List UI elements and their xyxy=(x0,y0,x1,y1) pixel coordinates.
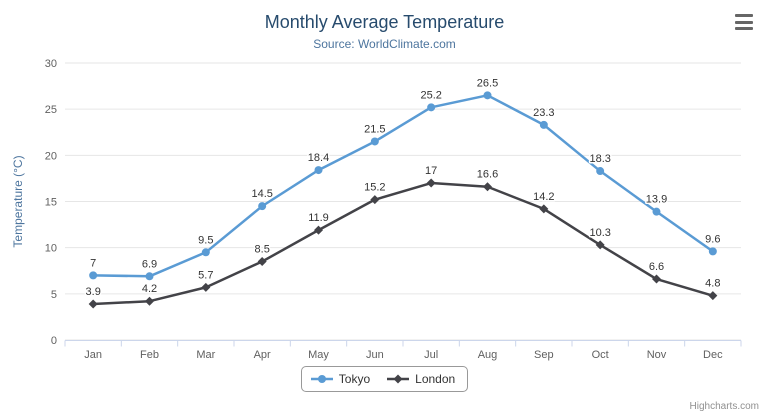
data-point-tokyo[interactable] xyxy=(370,137,379,146)
data-point-london[interactable] xyxy=(201,282,211,292)
data-label-london: 16.6 xyxy=(477,169,498,181)
context-menu-button[interactable] xyxy=(731,12,757,32)
data-label-london: 5.7 xyxy=(198,269,213,281)
legend-box: Tokyo London xyxy=(300,366,469,392)
x-axis-label: Oct xyxy=(592,349,609,361)
hamburger-icon xyxy=(735,27,753,30)
credits-link[interactable]: Highcharts.com xyxy=(689,401,759,412)
legend-marker-symbol[interactable] xyxy=(393,374,403,384)
x-axis-label: Aug xyxy=(478,349,498,361)
x-axis-label: Nov xyxy=(647,349,667,361)
data-label-london: 4.2 xyxy=(142,283,157,295)
data-label-london: 17 xyxy=(425,165,437,177)
y-axis-label: 20 xyxy=(45,150,57,162)
x-axis-label: Dec xyxy=(703,349,723,361)
y-axis-label: 5 xyxy=(51,289,57,301)
data-point-tokyo[interactable] xyxy=(314,166,323,175)
y-axis-label: 30 xyxy=(45,58,57,70)
x-axis-label: Jan xyxy=(84,349,102,361)
chart-subtitle: Source: WorldClimate.com xyxy=(313,37,456,51)
data-point-tokyo[interactable] xyxy=(427,103,436,112)
y-axis-label: 10 xyxy=(45,243,57,255)
hamburger-icon xyxy=(735,14,753,17)
data-label-tokyo: 25.2 xyxy=(420,89,441,101)
chart-title: Monthly Average Temperature xyxy=(264,12,505,32)
data-label-london: 6.6 xyxy=(649,261,664,273)
x-axis-label: Jul xyxy=(424,349,438,361)
data-point-london[interactable] xyxy=(652,274,661,284)
data-point-london[interactable] xyxy=(595,240,605,250)
legend-label-tokyo: Tokyo xyxy=(338,372,371,386)
data-point-london[interactable] xyxy=(426,178,436,188)
y-axis-label: 0 xyxy=(51,335,57,347)
data-label-tokyo: 23.3 xyxy=(533,107,554,119)
data-point-tokyo[interactable] xyxy=(596,167,605,176)
data-label-tokyo: 9.5 xyxy=(198,234,213,246)
hamburger-icon xyxy=(735,20,753,24)
data-point-tokyo[interactable] xyxy=(483,91,492,100)
data-point-london[interactable] xyxy=(145,296,154,306)
data-label-tokyo: 21.5 xyxy=(364,123,385,135)
data-label-tokyo: 18.4 xyxy=(308,152,329,164)
data-point-tokyo[interactable] xyxy=(145,272,154,281)
x-axis-label: May xyxy=(308,349,329,361)
x-axis-label: Feb xyxy=(140,349,159,361)
data-label-tokyo: 7 xyxy=(90,257,96,269)
x-axis-label: Jun xyxy=(366,349,384,361)
london-series-marker-icon xyxy=(387,374,410,384)
data-label-tokyo: 26.5 xyxy=(477,77,498,89)
data-point-tokyo[interactable] xyxy=(201,248,210,257)
data-point-tokyo[interactable] xyxy=(539,120,548,129)
series-line-london[interactable] xyxy=(91,181,715,306)
legend-label-london: London xyxy=(415,372,456,386)
data-label-tokyo: 13.9 xyxy=(646,194,667,206)
x-axis-label: Mar xyxy=(196,349,215,361)
legend-marker-symbol[interactable] xyxy=(317,375,326,383)
data-label-tokyo: 14.5 xyxy=(251,188,272,200)
data-label-london: 3.9 xyxy=(86,286,101,298)
data-point-london[interactable] xyxy=(257,257,267,267)
data-point-london[interactable] xyxy=(483,182,492,192)
data-point-london[interactable] xyxy=(370,195,380,205)
x-axis-label: Apr xyxy=(254,349,271,361)
data-point-london[interactable] xyxy=(88,299,98,309)
tokyo-series-marker-icon xyxy=(310,375,333,383)
y-axis-label: 25 xyxy=(45,104,57,116)
data-label-london: 15.2 xyxy=(364,182,385,194)
data-point-tokyo[interactable] xyxy=(708,247,717,256)
legend-item-tokyo[interactable]: Tokyo xyxy=(310,372,370,386)
legend-item-london[interactable]: London xyxy=(386,372,455,386)
data-label-london: 8.5 xyxy=(255,244,270,256)
data-label-tokyo: 18.3 xyxy=(589,153,610,165)
data-point-london[interactable] xyxy=(708,291,718,301)
data-point-london[interactable] xyxy=(314,225,323,235)
data-point-tokyo[interactable] xyxy=(89,271,98,280)
data-label-london: 10.3 xyxy=(589,227,610,239)
series-line-tokyo[interactable] xyxy=(91,94,715,278)
data-label-london: 11.9 xyxy=(308,212,329,224)
data-label-tokyo: 9.6 xyxy=(705,233,720,245)
y-axis-title: Temperature (°C) xyxy=(11,155,25,247)
legend: Tokyo London xyxy=(0,366,769,392)
data-label-tokyo: 6.9 xyxy=(142,258,157,270)
data-point-london[interactable] xyxy=(539,204,549,214)
x-axis-label: Sep xyxy=(534,349,554,361)
data-label-london: 14.2 xyxy=(533,191,554,203)
data-point-tokyo[interactable] xyxy=(652,207,661,216)
y-axis-label: 15 xyxy=(45,197,57,209)
data-point-tokyo[interactable] xyxy=(258,202,267,211)
data-label-london: 4.8 xyxy=(705,278,720,290)
